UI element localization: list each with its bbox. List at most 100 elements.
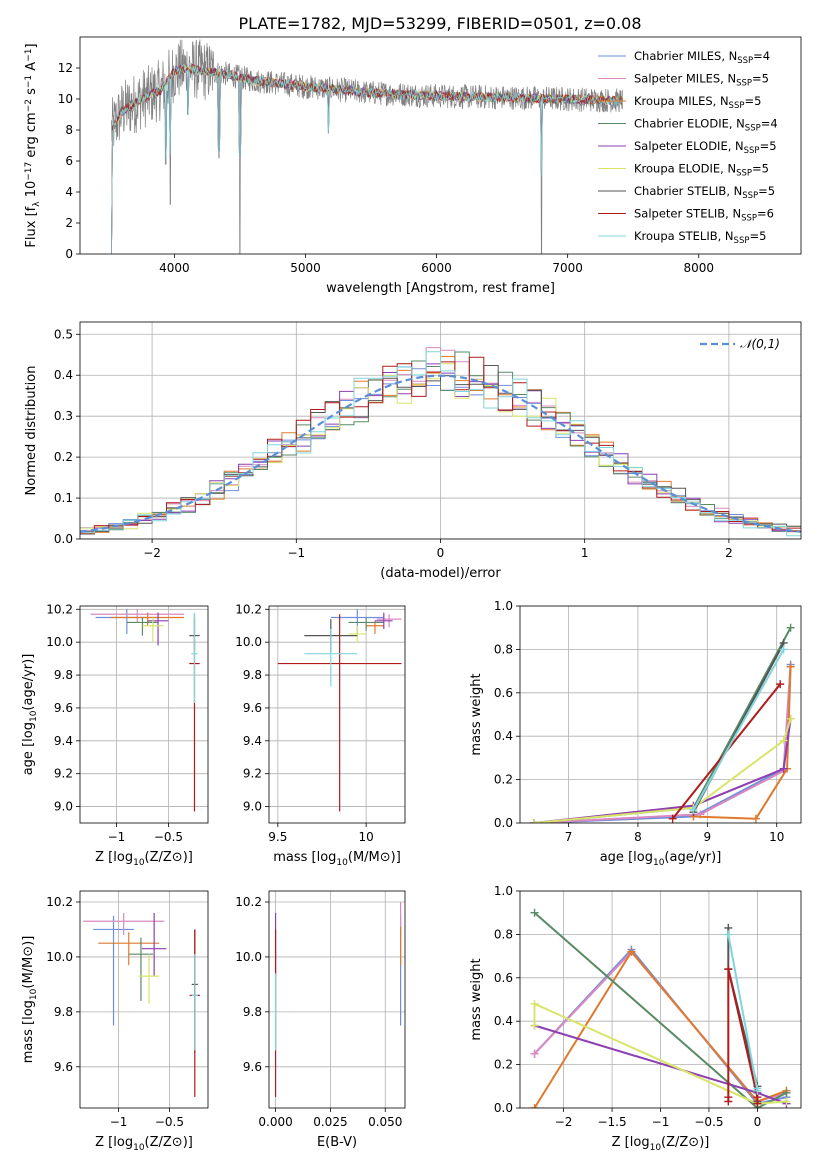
weight-line-kroupa-elodie [533,718,792,823]
label-span: (Z/Z⊙)] [145,850,193,865]
axes-frame [268,605,406,824]
x-tick-label: −2 [555,1115,573,1129]
y-tick-label: 10.0 [46,635,73,649]
label-span: log [317,850,337,865]
x-tick-label: 4000 [159,261,190,275]
label-span: log [21,722,36,742]
weight-marker [627,947,636,956]
y-tick-label: 0.2 [494,773,513,787]
weight-marker [786,714,795,723]
weight-marker [779,764,788,773]
legend-entry: 𝒩(0,1) [740,337,780,351]
label-span: (M/M⊙)] [348,850,401,865]
x-tick-label: 6000 [421,261,452,275]
weight-marker [779,645,788,654]
label-span: −1 [24,75,34,88]
x-axis-label: (data-model)/error [380,566,501,581]
y-tick-label: 0.4 [494,1014,513,1028]
x-tick-label: 9.5 [268,830,287,844]
x-tick-label: 10 [769,830,784,844]
label-span: log [113,850,133,865]
legend-label: Salpeter ELODIE, N [634,139,744,153]
legend-nssp: =6 [757,207,774,221]
panel-age_vs_Z: −1 −0.59.09.29.49.69.810.010.2Z [log10(Z/… [21,602,209,868]
weight-marker [530,908,539,917]
x-tick-label: 0 [754,1115,762,1129]
label-span: mass [ [21,1020,36,1063]
legend-entry: Salpeter STELIB, NSSP=6 [634,207,774,224]
weight-line-chabrier-elodie [533,627,792,823]
weight-marker [724,1097,733,1106]
label-span: Z [ [95,1135,113,1150]
x-tick-label: 8 [634,830,642,844]
label-span: wavelength [Angstrom, rest frame] [326,281,555,296]
x-tick-label: −0.5 [694,1115,723,1129]
y-tick-label: 0.8 [494,642,513,656]
weight-line-kroupa-elodie [533,1002,787,1105]
y-tick-label: 4 [65,185,73,199]
x-tick-label: −1 [110,1115,128,1129]
y-tick-label: 9.0 [54,800,73,814]
y-axis-label: mass weight [469,673,484,755]
x-tick-label: 10 [359,830,374,844]
weight-marker [786,623,795,632]
label-span: (M/M⊙)] [21,936,36,989]
x-tick-label: −1 [108,830,126,844]
y-tick-label: 9.6 [243,1060,262,1074]
label-span: λ [32,201,42,207]
y-tick-label: 9.0 [243,800,262,814]
y-tick-label: 9.8 [243,1005,262,1019]
figure-title: PLATE=1782, MJD=53299, FIBERID=0501, z=0… [238,14,641,33]
axes-frame [79,605,209,824]
label-span: 10 [133,858,145,868]
y-axis-label: Normed distribution [24,366,39,496]
y-tick-label: 0.2 [54,450,73,464]
label-span: (data-model)/error [380,566,501,581]
label-span: age [ [21,742,36,775]
x-tick-label: −0.5 [155,1115,184,1129]
y-tick-label: 0.3 [54,409,73,423]
panel-residuals: −2 −1 0 1 2 0.0 0.1 0.2 0.3 0.4 0.5 (data-model)/er… [24,321,802,581]
axes-frame [519,605,802,824]
label-span: 10 [336,858,348,868]
panel-mass_vs_Z: −1 −0.59.69.810.010.2Z [log10(Z/Z⊙)]mass … [21,890,209,1153]
label-span: (age/yr)] [664,850,721,865]
label-span: E(B-V) [317,1135,357,1150]
y-tick-label: 10.2 [235,895,262,909]
plot-area-mass_vs_Z [80,891,208,1108]
weight-marker [753,1099,762,1108]
y-tick-label: 0.6 [494,971,513,985]
y-tick-label: 10.0 [235,950,262,964]
legend-entry: Kroupa ELODIE, NSSP=5 [634,162,769,179]
y-axis-label: mass weight [469,958,484,1040]
plot-area-age_vs_Z [80,606,208,823]
label-span: mass weight [469,673,484,755]
y-tick-label: 0.0 [54,532,73,546]
legend-sub: SSP [729,101,745,111]
legend-label: Kroupa MILES, N [634,94,729,108]
axes-frame [519,890,802,1109]
label-span: mass [ [273,850,316,865]
x-tick-label: 9 [704,830,712,844]
y-tick-label: 9.8 [243,668,262,682]
x-tick-label: 0.050 [368,1115,402,1129]
panel-mass_vs_ebv: 0.000 0.025 0.050 9.6 9.8 10.0 10.2 E(B-V) [235,890,406,1150]
plot-area-weight_vs_Z [520,891,801,1108]
label-span: −17 [24,162,34,181]
y-tick-label: 0.0 [494,816,513,830]
label-span: A [24,62,39,75]
y-tick-label: 1.0 [494,884,513,898]
y-tick-label: 10.2 [46,602,73,616]
y-tick-label: 9.4 [54,734,73,748]
weight-marker [751,814,760,823]
label-span: 10 [653,858,665,868]
data-spectrum [111,39,624,254]
weight-marker [530,1104,539,1108]
weight-line-kroupa-miles [693,666,792,820]
y-tick-label: 10 [58,92,73,106]
legend-sub: SSP [741,214,757,224]
x-tick-label: 0.000 [258,1115,292,1129]
label-span: 10 [29,988,39,1000]
